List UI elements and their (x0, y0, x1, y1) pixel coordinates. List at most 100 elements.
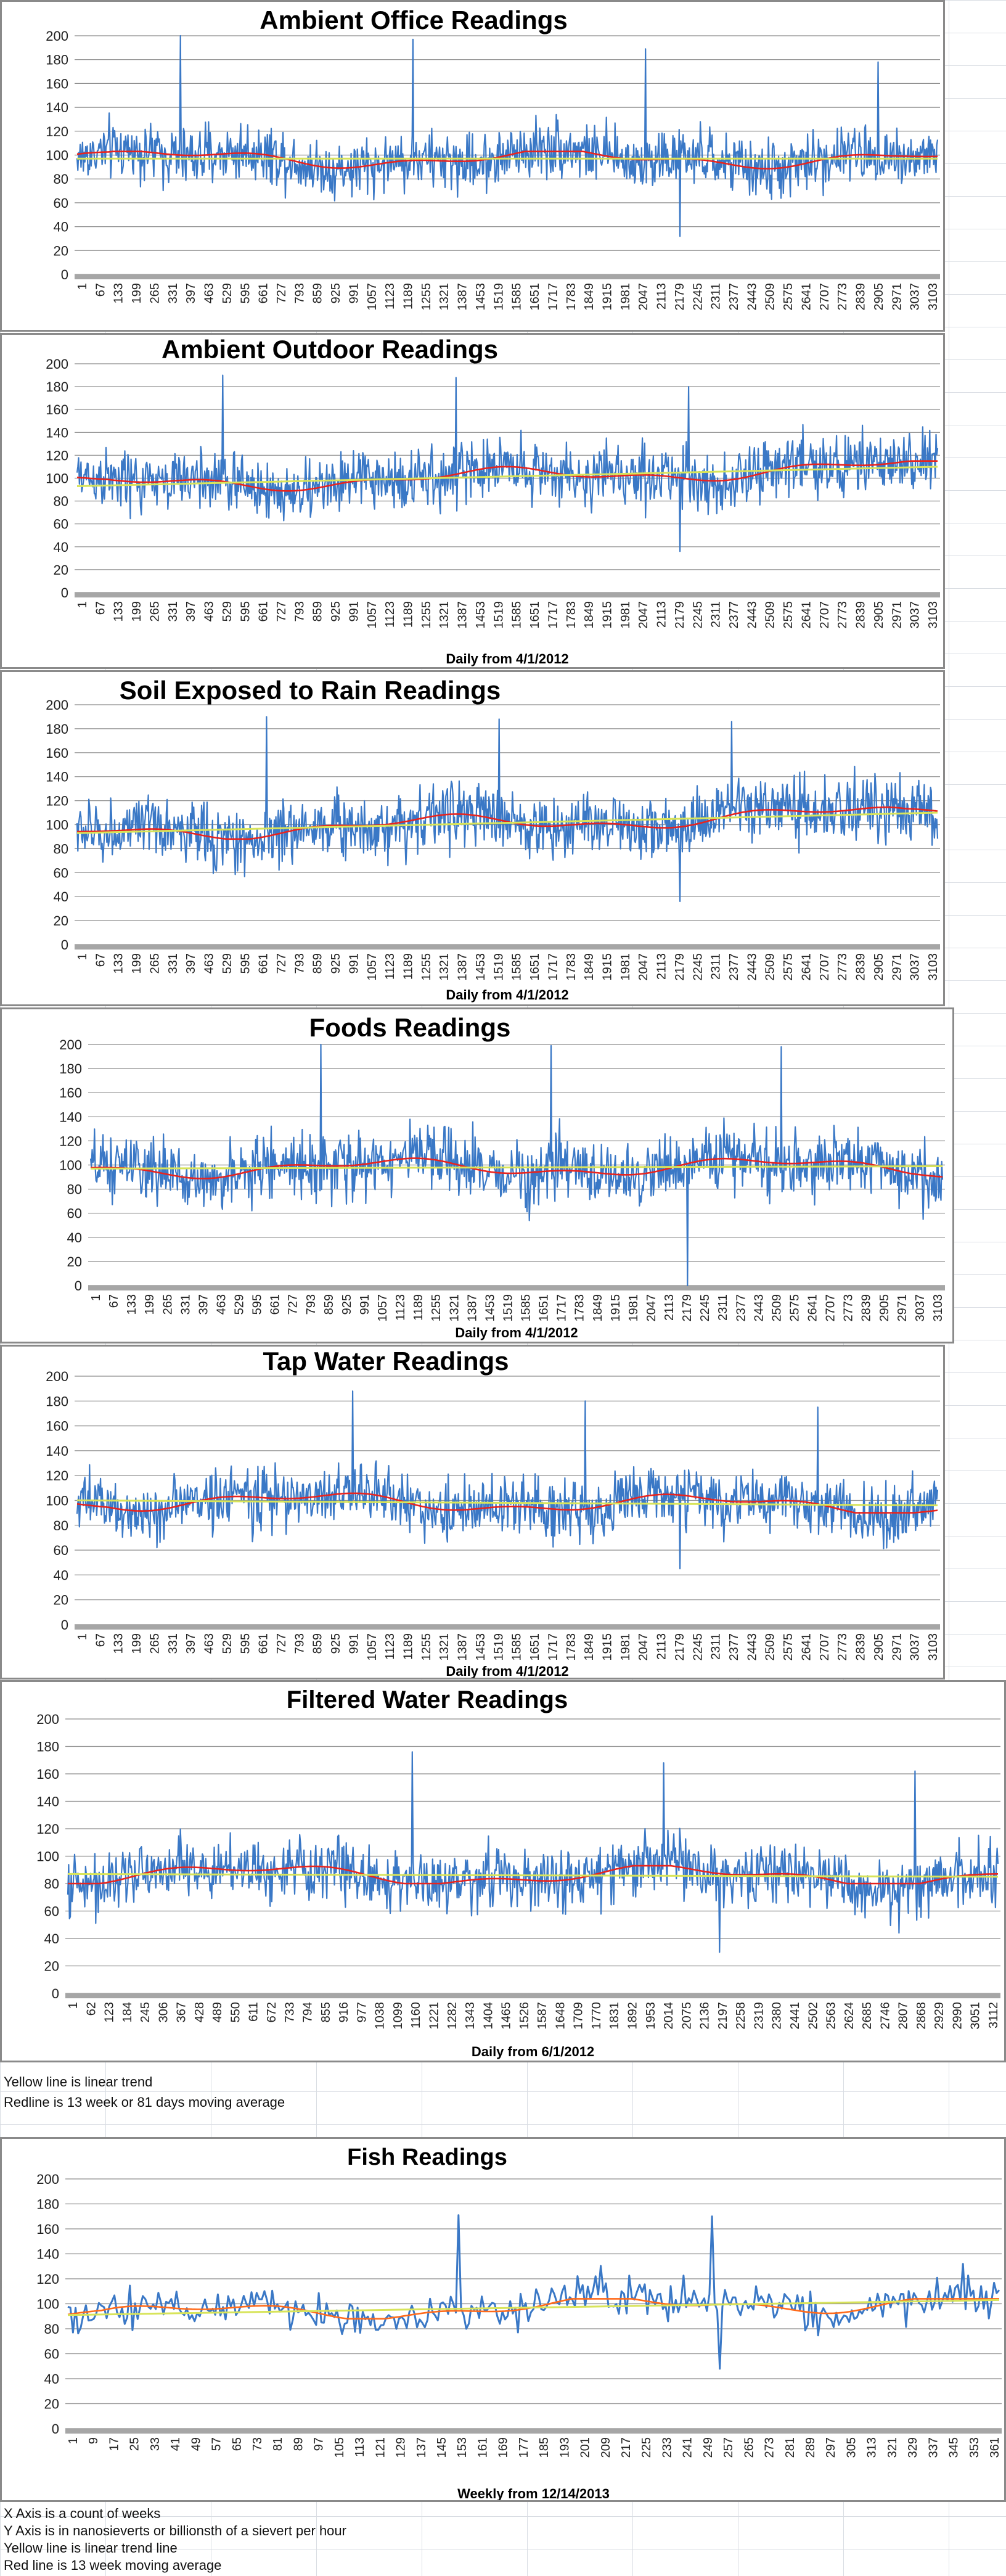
x-tick-label: 1255 (420, 601, 433, 629)
x-tick-label: 397 (184, 953, 198, 974)
x-tick-label: 1404 (481, 2002, 495, 2030)
x-tick-label: 2377 (727, 953, 741, 981)
x-tick-label: 2905 (872, 283, 886, 311)
x-tick-label: 2179 (673, 953, 687, 981)
x-tick-label: 2990 (951, 2002, 964, 2030)
y-tick-label: 120 (46, 124, 68, 139)
note-trend-line: Yellow line is linear trend (4, 2074, 153, 2090)
x-tick-label: 1255 (420, 953, 433, 981)
x-tick-label: 177 (517, 2437, 531, 2458)
x-tick-label: 3112 (987, 2002, 1000, 2028)
x-tick-label: 793 (293, 1633, 306, 1654)
x-tick-label: 1321 (438, 601, 451, 629)
x-tick-label: 17 (107, 2437, 121, 2451)
x-tick-label: 65 (231, 2437, 244, 2451)
x-tick-label: 3037 (914, 1294, 927, 1322)
x-tick-label: 1057 (366, 1633, 379, 1661)
x-tick-label: 199 (130, 283, 144, 303)
x-tick-label: 199 (143, 1294, 157, 1315)
x-tick-label: 161 (476, 2437, 489, 2458)
x-tick-label: 1453 (474, 953, 488, 981)
x-tick-label: 859 (311, 601, 325, 621)
y-tick-label: 160 (46, 76, 68, 91)
x-tick-label: 2575 (782, 1633, 795, 1661)
x-tick-label: 265 (148, 1633, 162, 1654)
note-red-line: Red line is 13 week moving average (4, 2558, 222, 2573)
y-tick-label: 180 (36, 1739, 59, 1755)
x-tick-label: 367 (175, 2002, 189, 2022)
x-tick-label: 397 (184, 1633, 198, 1654)
x-tick-label: 2311 (710, 953, 723, 980)
x-tick-label: 463 (215, 1294, 228, 1315)
x-tick-label: 2047 (645, 1294, 658, 1322)
x-tick-label: 133 (112, 601, 126, 621)
x-tick-label: 3103 (926, 283, 940, 311)
x-tick-label: 67 (94, 1633, 107, 1647)
x-tick-label: 595 (239, 283, 252, 303)
y-tick-label: 40 (54, 1567, 68, 1583)
x-tick-label: 2839 (854, 1633, 868, 1661)
x-tick-label: 2746 (878, 2002, 892, 2030)
x-tick-label: 1981 (619, 1633, 632, 1661)
y-tick-label: 160 (46, 402, 68, 417)
x-tick-label: 2929 (933, 2002, 946, 2030)
x-tick-label: 2839 (854, 601, 868, 629)
moving-average-line (76, 806, 938, 840)
x-axis-label: Daily from 4/1/2012 (446, 651, 568, 667)
x-tick-label: 331 (179, 1294, 192, 1315)
y-tick-label: 80 (54, 171, 68, 187)
x-tick-label: 281 (783, 2437, 797, 2458)
y-tick-label: 160 (46, 745, 68, 761)
x-tick-label: 2971 (890, 283, 904, 311)
x-tick-label: 1783 (565, 601, 578, 629)
x-tick-label: 2839 (854, 283, 868, 311)
y-tick-label: 20 (54, 1593, 68, 1608)
x-tick-label: 2641 (799, 953, 813, 981)
x-tick-label: 463 (203, 601, 216, 621)
x-tick-label: 2113 (655, 283, 669, 310)
x-tick-label: 1915 (600, 601, 614, 629)
y-tick-label: 80 (44, 1876, 59, 1892)
x-tick-label: 1453 (474, 1633, 488, 1661)
y-tick-label: 200 (46, 356, 68, 372)
y-tick-label: 20 (54, 562, 68, 578)
trend-line (76, 811, 938, 834)
x-tick-label: 1189 (402, 953, 415, 980)
x-tick-label: 397 (197, 1294, 210, 1315)
y-tick-label: 60 (54, 195, 68, 211)
x-tick-label: 2773 (836, 953, 849, 981)
x-tick-label: 2113 (655, 601, 669, 628)
x-tick-label: 245 (139, 2002, 152, 2022)
x-tick-label: 859 (322, 1294, 336, 1315)
x-tick-label: 2563 (825, 2002, 838, 2030)
x-tick-label: 1123 (383, 601, 397, 628)
chart-svg: 0 20 40 60 80 100 120 140 160 180 200 1 67 133 199 265 3… (46, 676, 940, 1003)
x-tick-label: 611 (247, 2002, 261, 2022)
y-tick-label: 120 (46, 1468, 68, 1483)
x-tick-label: 925 (329, 1633, 343, 1654)
x-tick-label: 2509 (764, 283, 777, 311)
x-tick-label: 199 (130, 1633, 144, 1654)
chart-ambient-outdoor: 0 20 40 60 80 100 120 140 160 180 200 1 67 133 199 265 3… (0, 333, 945, 669)
x-tick-label: 297 (824, 2437, 838, 2458)
x-tick-label: 1849 (583, 953, 596, 981)
y-tick-label: 200 (46, 28, 68, 44)
x-tick-label: 1 (89, 1294, 103, 1301)
x-tick-label: 925 (329, 283, 343, 303)
chart-fish: 0 20 40 60 80 100 120 140 160 180 200 1 9 17 25 33 41 49 5… (0, 2137, 1006, 2502)
x-tick-label: 1849 (583, 601, 596, 629)
y-tick-label: 180 (46, 379, 68, 395)
x-tick-label: 727 (287, 1294, 300, 1315)
x-tick-label: 2258 (734, 2002, 748, 2030)
chart-foods: 0 20 40 60 80 100 120 140 160 180 200 1 67 133 199 265 3… (0, 1007, 954, 1343)
x-tick-label: 3037 (909, 953, 922, 981)
x-tick-label: 265 (148, 283, 162, 303)
x-tick-label: 661 (257, 601, 271, 621)
x-tick-label: 991 (347, 953, 361, 974)
x-tick-label: 2047 (637, 601, 650, 629)
x-tick-label: 916 (337, 2002, 351, 2022)
y-tick-label: 80 (54, 841, 68, 856)
x-tick-label: 2509 (764, 953, 777, 981)
x-tick-label: 62 (84, 2002, 98, 2016)
y-tick-label: 140 (36, 2247, 59, 2262)
